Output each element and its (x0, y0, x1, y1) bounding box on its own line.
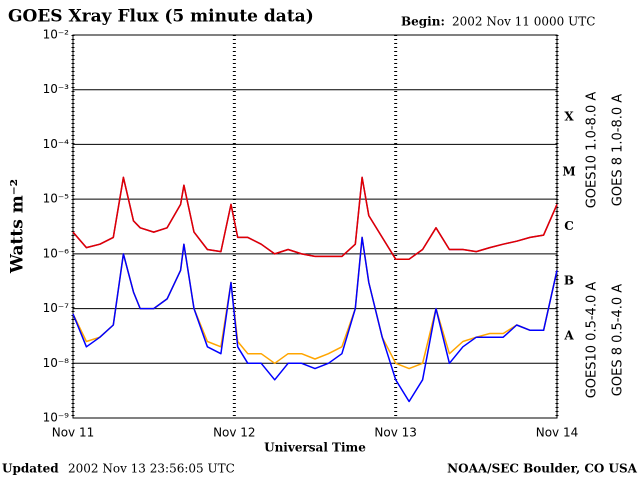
credit: NOAA/SEC Boulder, CO USA (447, 462, 638, 476)
x-tick-label: Nov 13 (374, 426, 417, 440)
y-tick-label: 10⁻⁶ (43, 246, 70, 260)
updated-label: Updated (2, 462, 59, 476)
legend-entry: GOES 8 1.0-8.0 A (611, 94, 626, 206)
begin-label: Begin: (401, 15, 445, 29)
y-tick-label: 10⁻⁴ (43, 137, 70, 151)
flare-class-label: A (563, 328, 574, 342)
legend-entry: GOES10 1.0-8.0 A (585, 92, 600, 209)
legend-entry: GOES10 0.5-4.0 A (585, 282, 600, 399)
begin-value: 2002 Nov 11 0000 UTC (452, 15, 595, 29)
series-line (72, 176, 558, 260)
y-tick-label: 10⁻⁹ (43, 411, 70, 425)
y-tick-label: 10⁻⁸ (43, 356, 70, 370)
plot-frame (72, 34, 558, 419)
flare-class-label: M (562, 164, 575, 178)
chart-title: GOES Xray Flux (5 minute data) (8, 7, 314, 27)
x-axis-label: Universal Time (264, 441, 366, 455)
x-tick-label: Nov 14 (536, 426, 579, 440)
y-tick-label: 10⁻⁷ (43, 301, 70, 315)
legend-entry: GOES 8 0.5-4.0 A (611, 284, 626, 396)
y-axis-label: Watts m⁻² (8, 179, 28, 274)
x-tick-label: Nov 12 (213, 426, 256, 440)
flare-class-label: C (564, 219, 574, 233)
y-tick-label: 10⁻³ (43, 82, 70, 96)
series-line (72, 176, 558, 260)
flare-class-label: X (564, 110, 574, 124)
series-line (72, 236, 558, 403)
flare-class-label: B (564, 274, 574, 288)
y-tick-label: 10⁻² (43, 28, 70, 42)
x-tick-label: Nov 11 (52, 426, 95, 440)
y-tick-label: 10⁻⁵ (43, 192, 70, 206)
updated-value: 2002 Nov 13 23:56:05 UTC (68, 462, 235, 476)
